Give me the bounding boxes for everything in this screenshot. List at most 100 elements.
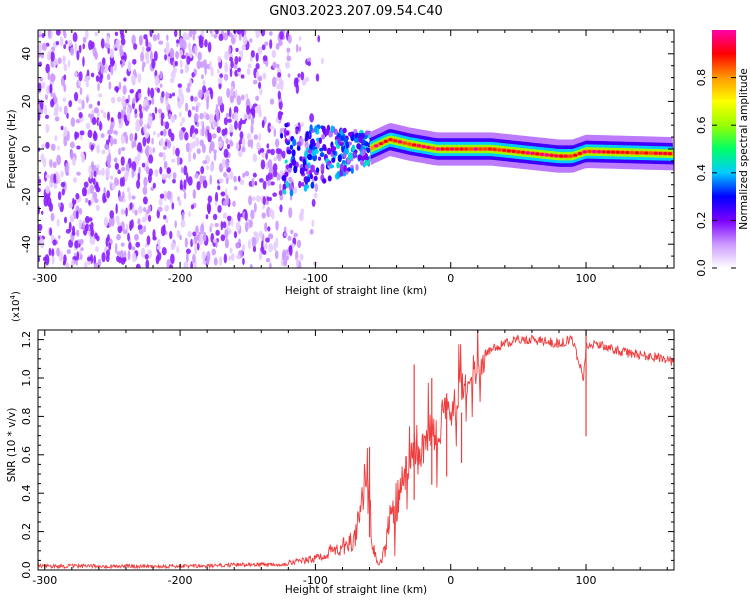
noise-speck [93,170,97,178]
noise-speck [246,105,251,115]
noise-speck [116,96,122,103]
signal-peak [615,150,621,154]
noise-speck [259,148,265,153]
noise-speck [266,196,270,202]
noise-speck [144,148,149,156]
noise-speck [96,144,100,154]
noise-speck [82,36,87,44]
noise-speck [228,255,232,261]
noise-speck [290,229,294,234]
noise-speck [56,154,62,166]
noise-speck [180,166,184,174]
noise-speck [269,125,275,130]
noise-speck [209,163,214,172]
noise-speck [256,141,261,151]
noise-speck [48,202,54,212]
noise-speck [38,205,41,215]
noise-speck [114,86,120,92]
noise-speck [261,212,267,219]
noise-speck [90,227,95,237]
transition-speck [293,165,298,174]
noise-speck [262,55,268,62]
noise-speck [116,233,121,241]
signal-peak [483,147,488,151]
noise-speck [38,256,41,263]
noise-speck [91,117,97,126]
signal-peak [544,153,549,157]
noise-speck [223,117,228,126]
noise-speck [281,150,286,159]
transition-speck [317,156,322,161]
noise-speck [141,46,145,53]
noise-speck [77,106,82,111]
noise-speck [45,174,51,179]
noise-speck [166,139,172,149]
colorbar-axes: 0.0 0.2 0.4 0.6 0.8 [695,69,736,277]
noise-speck [176,154,181,166]
noise-speck [117,222,122,227]
transition-speck [357,154,362,161]
noise-speck [241,30,245,38]
noise-speck [96,167,99,175]
noise-speck [157,206,163,212]
x-tick-label: -300 [32,272,57,285]
transition-speck [309,173,313,180]
transition-speck [280,132,284,139]
noise-speck [226,143,231,150]
noise-speck [239,178,245,186]
noise-speck [255,71,260,80]
transition-speck [326,161,331,166]
noise-speck [265,237,270,243]
noise-speck [196,181,201,191]
transition-speck [355,164,359,171]
noise-speck [131,74,136,85]
noise-speck [218,178,224,184]
signal-peak [397,140,403,144]
transition-speck [284,122,289,128]
noise-speck [271,76,277,88]
noise-speck [122,176,125,187]
noise-speck [273,128,277,138]
noise-speck [267,226,271,232]
noise-speck [81,99,85,110]
noise-speck [300,71,305,81]
noise-speck [131,246,136,251]
transition-speck [282,189,287,195]
noise-speck [257,76,262,82]
noise-speck [38,48,41,53]
noise-speck [165,217,169,224]
noise-speck [110,96,116,104]
noise-speck [154,106,158,114]
noise-speck [213,33,218,39]
signal-peak [501,148,507,152]
noise-speck [268,31,273,36]
signal-peak [530,151,535,155]
noise-speck [185,102,189,112]
noise-speck [224,62,229,73]
signal-peak [407,142,412,146]
noise-speck [270,181,275,186]
transition-speck [287,167,292,173]
noise-speck [78,44,82,54]
noise-speck [298,46,302,52]
signal-peak [411,143,417,147]
noise-speck [214,200,218,207]
noise-speck [65,262,70,268]
noise-speck [214,191,219,203]
noise-speck [63,136,68,147]
noise-speck [92,46,97,57]
noise-speck [134,209,138,216]
noise-speck [287,73,291,78]
noise-speck [151,97,155,105]
noise-speck [201,143,206,154]
figure-title: GN03.2023.207.09.54.C40 [269,4,443,19]
noise-speck [226,215,232,222]
transition-speck [342,127,347,134]
noise-speck [209,30,213,34]
noise-speck [207,89,210,96]
transition-speck [285,181,290,189]
noise-speck [230,253,235,261]
noise-speck [233,105,239,115]
noise-speck [115,215,120,224]
